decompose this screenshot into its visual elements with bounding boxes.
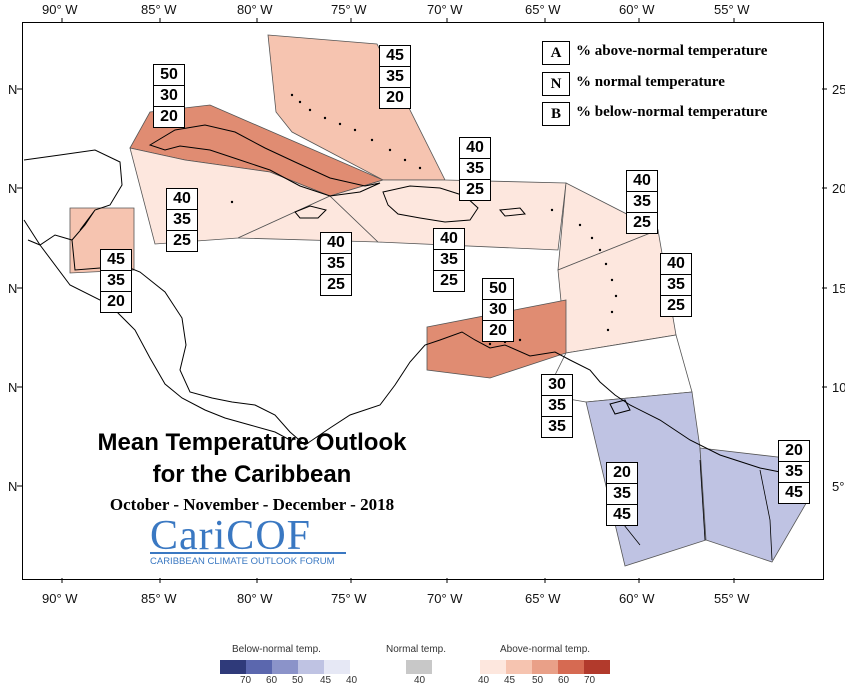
prob-box-cuba: 50 30 20 [153,64,185,128]
caricof-logo-subtitle: CARIBBEAN CLIMATE OUTLOOK FORUM [150,556,335,567]
lon-tick: 55° W [714,591,750,606]
legend-key-a: A [542,41,570,65]
map-title-line2: for the Caribbean [152,461,352,488]
lon-tick: 65° W [525,2,561,17]
lon-tick: 75° W [331,591,367,606]
swatch-below-50 [272,660,298,674]
lat-label-right: 20 [832,181,845,196]
prob-box-turks-caicos: 40 35 25 [459,137,491,201]
lon-tick: 60° W [619,2,655,17]
colorbar-tick: 45 [504,675,516,686]
prob-box-suriname: 20 35 45 [778,440,810,504]
coast-puerto-rico [499,207,526,217]
prob-box-jamaica: 40 35 25 [320,232,352,296]
swatch-above-40 [480,660,506,674]
lon-tick: 75° W [331,2,367,17]
lon-tick: 90° W [42,2,78,17]
lon-tick: 55° W [714,2,750,17]
swatch-normal-40 [406,660,432,674]
prob-box-guyana: 20 35 45 [606,462,638,526]
lon-tick: 70° W [427,591,463,606]
lat-label-left: N [8,82,18,97]
coast-hispaniola [382,185,479,223]
lon-tick: 90° W [42,591,78,606]
colorbar-tick: 50 [292,675,304,686]
coast-south-america [304,331,809,491]
lon-tick: 85° W [141,591,177,606]
lon-tick: 60° W [619,591,655,606]
lat-label-left: N [8,281,18,296]
coast-trinidad [609,399,631,415]
legend-key-n: N [542,72,570,96]
colorbar-tick: 40 [414,675,426,686]
lon-tick: 85° W [141,2,177,17]
colorbar-tick: 50 [532,675,544,686]
prob-box-cayman: 40 35 25 [166,188,198,252]
colorbar-tick: 70 [584,675,596,686]
colorbar-below-label: Below-normal temp. [232,644,321,655]
legend-key-b: B [542,102,570,126]
prob-box-hispaniola: 40 35 25 [433,228,465,292]
prob-box-abc: 50 30 20 [482,278,514,342]
colorbar-tick: 60 [266,675,278,686]
lat-label-left: N [8,181,18,196]
swatch-below-60 [246,660,272,674]
prob-box-trinidad: 30 35 35 [541,374,573,438]
swatch-above-50 [532,660,558,674]
colorbar-tick: 70 [240,675,252,686]
lon-tick: 80° W [237,2,273,17]
colorbar-tick: 40 [478,675,490,686]
colorbar-normal-label: Normal temp. [386,644,447,655]
swatch-below-70 [220,660,246,674]
lat-label-right: 15 [832,281,845,296]
map-frame [22,22,824,580]
map-title-line1: Mean Temperature Outlook [97,429,407,456]
prob-box-belize: 45 35 20 [100,249,132,313]
lon-tick: 65° W [525,591,561,606]
swatch-above-45 [506,660,532,674]
swatch-below-40 [324,660,350,674]
lon-tick: 80° W [237,591,273,606]
map-period: October - November - December - 2018 [109,495,395,514]
logo-underline [150,552,346,554]
legend-text-above: % above-normal temperature [576,43,768,59]
lon-tick: 70° W [427,2,463,17]
caricof-logo: CariCOF [150,513,312,559]
lat-label-left: N [8,479,18,494]
coast-pacific [23,219,291,441]
prob-box-bahamas: 45 35 20 [379,45,411,109]
legend-text-below: % below-normal temperature [576,104,768,120]
prob-box-leeward: 40 35 25 [626,170,658,234]
colorbar-above-label: Above-normal temp. [500,644,591,655]
coast-jamaica [294,205,327,219]
swatch-above-60 [558,660,584,674]
colorbar-tick: 60 [558,675,570,686]
swatch-below-45 [298,660,324,674]
legend-text-normal: % normal temperature [576,74,725,90]
prob-box-windward: 40 35 25 [660,253,692,317]
lat-label-left: N [8,380,18,395]
swatch-above-70 [584,660,610,674]
colorbar-tick: 40 [346,675,358,686]
region-guyana [585,391,707,567]
lat-label-right: 10 [832,380,845,395]
lat-label-right: 25 [832,82,845,97]
coast-cuba [148,124,381,197]
lat-label-right: 5° [832,479,845,494]
colorbar-tick: 45 [320,675,332,686]
